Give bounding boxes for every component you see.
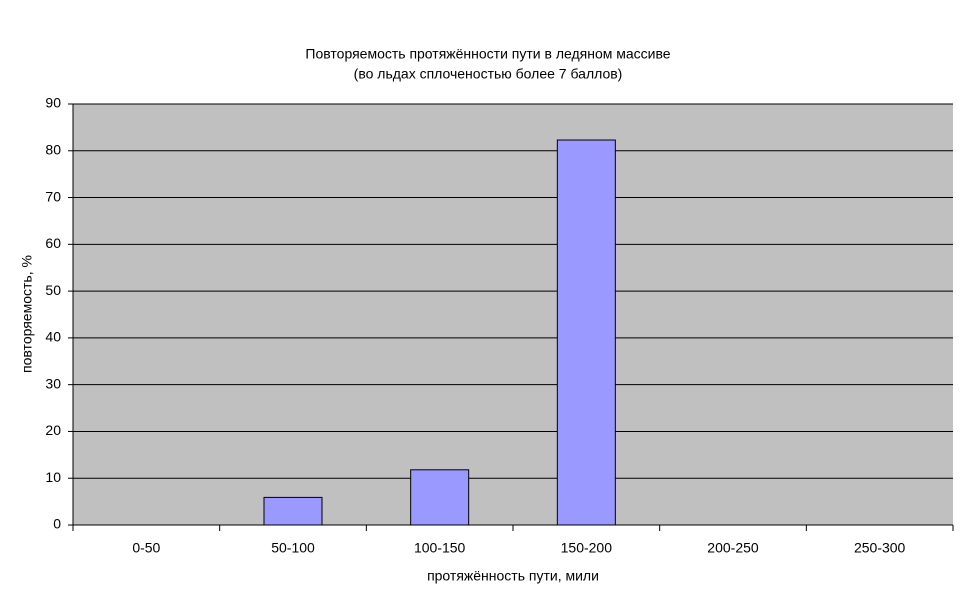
x-tick-label: 150-200 [561, 540, 613, 556]
y-tick-label: 50 [45, 282, 61, 298]
y-tick-label: 30 [45, 375, 61, 391]
y-tick-label: 90 [45, 95, 61, 111]
plot-area [73, 104, 953, 525]
y-tick-label: 70 [45, 188, 61, 204]
x-tick-label: 200-250 [707, 540, 759, 556]
y-tick-label: 80 [45, 141, 61, 157]
x-tick-label: 250-300 [854, 540, 906, 556]
y-tick-label: 10 [45, 469, 61, 485]
bar [263, 496, 323, 526]
x-tick-label: 100-150 [414, 540, 466, 556]
chart-subtitle: (во льдах сплоченостью более 7 баллов) [354, 66, 623, 82]
x-tick-label: 0-50 [132, 540, 160, 556]
y-tick-label: 40 [45, 329, 61, 345]
y-tick-label: 0 [53, 516, 61, 532]
x-axis-label: протяжённость пути, мили [427, 568, 599, 584]
bar [556, 139, 616, 526]
bar [410, 469, 470, 526]
y-tick-label: 20 [45, 422, 61, 438]
chart-title: Повторяемость протяжённости пути в ледян… [305, 46, 670, 62]
y-tick-label: 60 [45, 235, 61, 251]
x-tick-label: 50-100 [271, 540, 315, 556]
y-axis-label: повторяемость, % [19, 255, 35, 373]
